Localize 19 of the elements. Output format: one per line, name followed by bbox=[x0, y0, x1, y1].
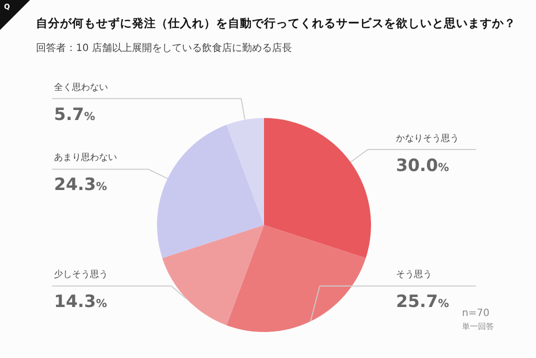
slice-label: かなりそう思う bbox=[396, 133, 459, 144]
pie-slice bbox=[162, 225, 264, 326]
text: n=70 bbox=[462, 308, 490, 319]
chart-subtitle: 回答者：10 店舗以上展開をしている飲食店に勤める店長 bbox=[36, 42, 292, 54]
data-label: 14.3% bbox=[54, 292, 107, 312]
data-label: 24.3% bbox=[54, 175, 107, 195]
data-label: 30.0% bbox=[396, 156, 449, 176]
pie-slice bbox=[264, 118, 371, 258]
slice-label: あまり思わない bbox=[54, 152, 117, 163]
data-label: 5.7% bbox=[54, 105, 96, 125]
pie-slice bbox=[226, 118, 264, 225]
slice-label: 全く思わない bbox=[54, 82, 108, 93]
pie-slice bbox=[226, 225, 366, 332]
slice-label: そう思う bbox=[396, 269, 432, 280]
chart-title: 自分が何もせずに発注（仕入れ）を自動で行ってくれるサービスを欲しいと思いますか？ bbox=[36, 16, 516, 30]
slice-label: 少しそう思う bbox=[54, 269, 108, 280]
text: 単一回答 bbox=[462, 322, 494, 331]
data-label: 25.7% bbox=[396, 292, 449, 312]
pie-slice bbox=[157, 124, 264, 258]
